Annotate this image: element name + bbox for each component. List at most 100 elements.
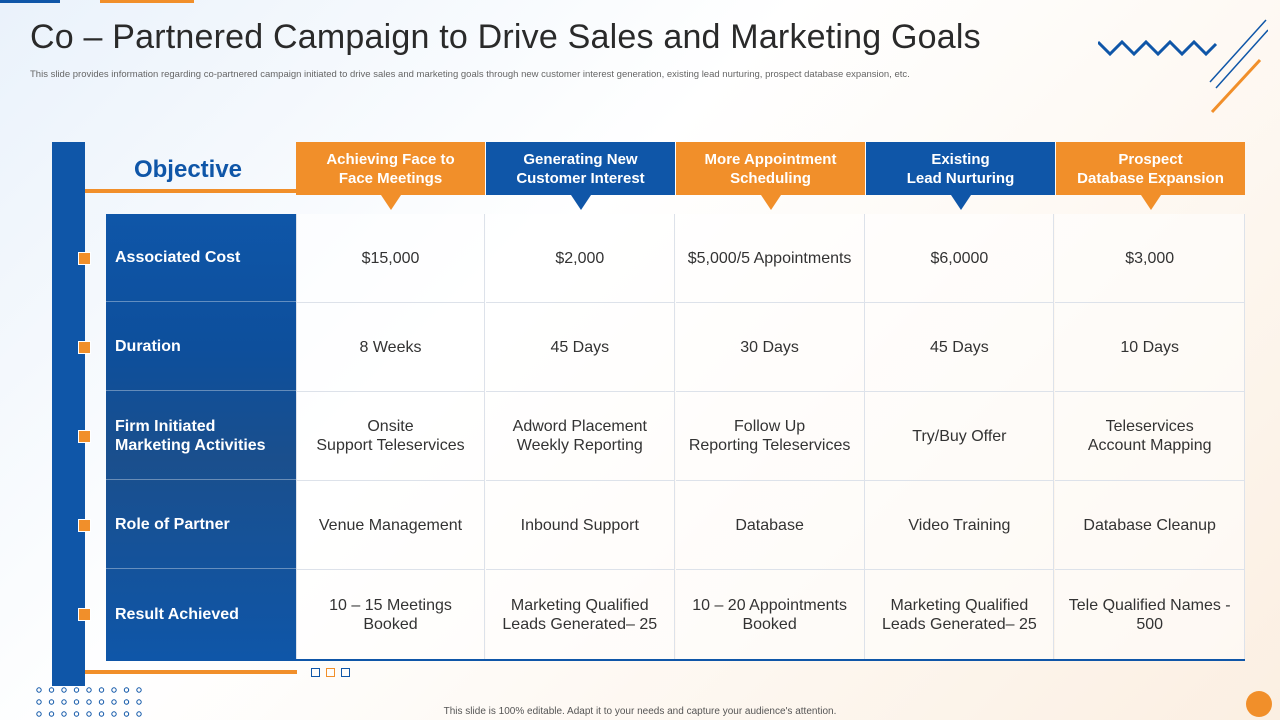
decorative-dot <box>136 687 142 693</box>
decorative-dot <box>98 699 105 705</box>
decorative-dot <box>123 699 130 705</box>
decorative-dot <box>48 699 55 705</box>
decorative-dot <box>98 711 105 717</box>
decorative-dot <box>136 699 142 705</box>
decorative-dot <box>36 687 42 693</box>
table-cell: Follow Up Reporting Teleservices <box>675 392 865 481</box>
column-header-label: Existing Lead Nurturing <box>906 150 1015 187</box>
decorative-zigzag-lines <box>1098 19 1268 114</box>
decorative-dot <box>48 711 55 717</box>
row-bullet-icon <box>78 608 91 621</box>
row-label-text: Role of Partner <box>115 516 230 533</box>
table-cell: 45 Days <box>865 303 1055 392</box>
column-header-label: Generating New Customer Interest <box>516 150 645 187</box>
campaign-table: Associated Cost $15,000 $2,000 $5,000/5 App… <box>106 214 1246 661</box>
table-cell-text: Video Training <box>908 516 1011 534</box>
table-row: Result Achieved 10 – 15 Meetings Booked Ma… <box>106 570 1246 659</box>
bottom-accent-line <box>85 670 297 674</box>
table-cell-text: 10 Days <box>1120 338 1180 356</box>
table-cell: $3,000 <box>1055 214 1246 303</box>
table-cell: Onsite Support Teleservices <box>296 392 485 481</box>
table-cell: Try/Buy Offer <box>865 392 1055 481</box>
decorative-dot <box>73 711 80 717</box>
table-cell-text: 10 – 15 Meetings Booked <box>329 596 452 633</box>
table-cell-text: Onsite Support Teleservices <box>316 418 465 454</box>
table-row: Role of Partner Venue Management Inbound S… <box>106 481 1246 570</box>
decorative-dot <box>98 687 105 693</box>
column-header-label: More Appointment Scheduling <box>704 150 837 187</box>
decorative-dot <box>73 687 80 693</box>
decorative-dot <box>123 687 130 693</box>
decorative-dot <box>86 699 92 705</box>
row-label-text: Associated Cost <box>115 249 241 266</box>
table-cell-text: Adword Placement Weekly Reporting <box>512 418 647 454</box>
row-label-background <box>106 214 296 659</box>
row-bullet-icon <box>78 341 91 354</box>
table-cell-text: 10 – 20 Appointments Booked <box>692 596 847 633</box>
table-cell-text: Try/Buy Offer <box>912 427 1007 445</box>
table-cell-text: 45 Days <box>550 338 610 356</box>
decorative-dot <box>111 711 117 717</box>
row-label: Duration <box>106 303 296 391</box>
table-cell: $2,000 <box>485 214 675 303</box>
column-header-5: Prospect Database Expansion <box>1056 142 1245 210</box>
decorative-dot <box>73 699 80 705</box>
left-accent-bar <box>52 142 85 686</box>
table-cell-text: Marketing Qualified Leads Generated– 25 <box>881 596 1037 633</box>
table-cell-text: $3,000 <box>1125 249 1175 267</box>
row-bullet-icon <box>78 252 91 265</box>
table-cell-text: $6,0000 <box>930 249 989 267</box>
decorative-dot <box>111 687 117 693</box>
row-label: Firm Initiated Marketing Activities <box>106 392 296 480</box>
table-cell: 45 Days <box>485 303 675 392</box>
table-cell: Teleservices Account Mapping <box>1055 392 1246 481</box>
table-cell: 10 – 20 Appointments Booked <box>675 570 865 659</box>
table-cell: Video Training <box>865 481 1055 570</box>
column-header-4: Existing Lead Nurturing <box>866 142 1055 210</box>
row-bullet-icon <box>78 519 91 532</box>
slide-subtitle: This slide provides information regardin… <box>30 69 910 80</box>
table-cell-text: Database <box>735 516 804 534</box>
row-label: Associated Cost <box>106 214 296 302</box>
table-cell-text: $2,000 <box>555 249 605 267</box>
decorative-dot <box>36 699 42 705</box>
table-cell: Inbound Support <box>485 481 675 570</box>
row-label-text: Result Achieved <box>115 605 239 623</box>
table-cell: 10 Days <box>1055 303 1246 392</box>
table-cell: $5,000/5 Appointments <box>675 214 865 303</box>
table-cell-text: Database Cleanup <box>1083 516 1216 534</box>
table-cell-text: Tele Qualified Names - 500 <box>1068 596 1231 633</box>
table-cell-text: Teleservices Account Mapping <box>1087 418 1212 454</box>
table-cell: Tele Qualified Names - 500 <box>1055 570 1246 659</box>
row-label: Role of Partner <box>106 481 296 569</box>
table-cell: 8 Weeks <box>296 303 485 392</box>
table-row: Associated Cost $15,000 $2,000 $5,000/5 App… <box>106 214 1246 303</box>
slide-title: Co – Partnered Campaign to Drive Sales a… <box>30 18 981 56</box>
table-row: Firm Initiated Marketing Activities Onsit… <box>106 392 1246 481</box>
column-header-1: Achieving Face to Face Meetings <box>296 142 485 210</box>
table-cell-text: Follow Up Reporting Teleservices <box>688 418 851 454</box>
table-cell: 30 Days <box>675 303 865 392</box>
table-cell-text: 30 Days <box>740 338 799 356</box>
table-cell: 10 – 15 Meetings Booked <box>296 570 485 659</box>
table-cell-text: Venue Management <box>318 516 463 534</box>
table-cell-text: 8 Weeks <box>359 338 422 356</box>
table-cell: $15,000 <box>296 214 485 303</box>
table-cell-text: $15,000 <box>361 249 420 267</box>
column-header-2: Generating New Customer Interest <box>486 142 675 210</box>
decorative-dot <box>111 699 117 705</box>
decorative-dot <box>48 687 55 693</box>
table-cell: Database Cleanup <box>1055 481 1246 570</box>
decorative-dot-grid <box>36 687 142 717</box>
row-label: Result Achieved <box>106 570 296 658</box>
column-header-label: Achieving Face to Face Meetings <box>326 150 455 187</box>
row-bullet-icon <box>78 430 91 443</box>
table-cell: $6,0000 <box>865 214 1055 303</box>
decorative-dot <box>86 687 92 693</box>
corner-circle <box>1246 691 1272 717</box>
objective-underline <box>85 189 297 193</box>
decorative-dot <box>61 699 67 705</box>
decorative-dot <box>86 711 92 717</box>
pager-squares <box>311 668 350 677</box>
decorative-dot <box>36 711 42 717</box>
